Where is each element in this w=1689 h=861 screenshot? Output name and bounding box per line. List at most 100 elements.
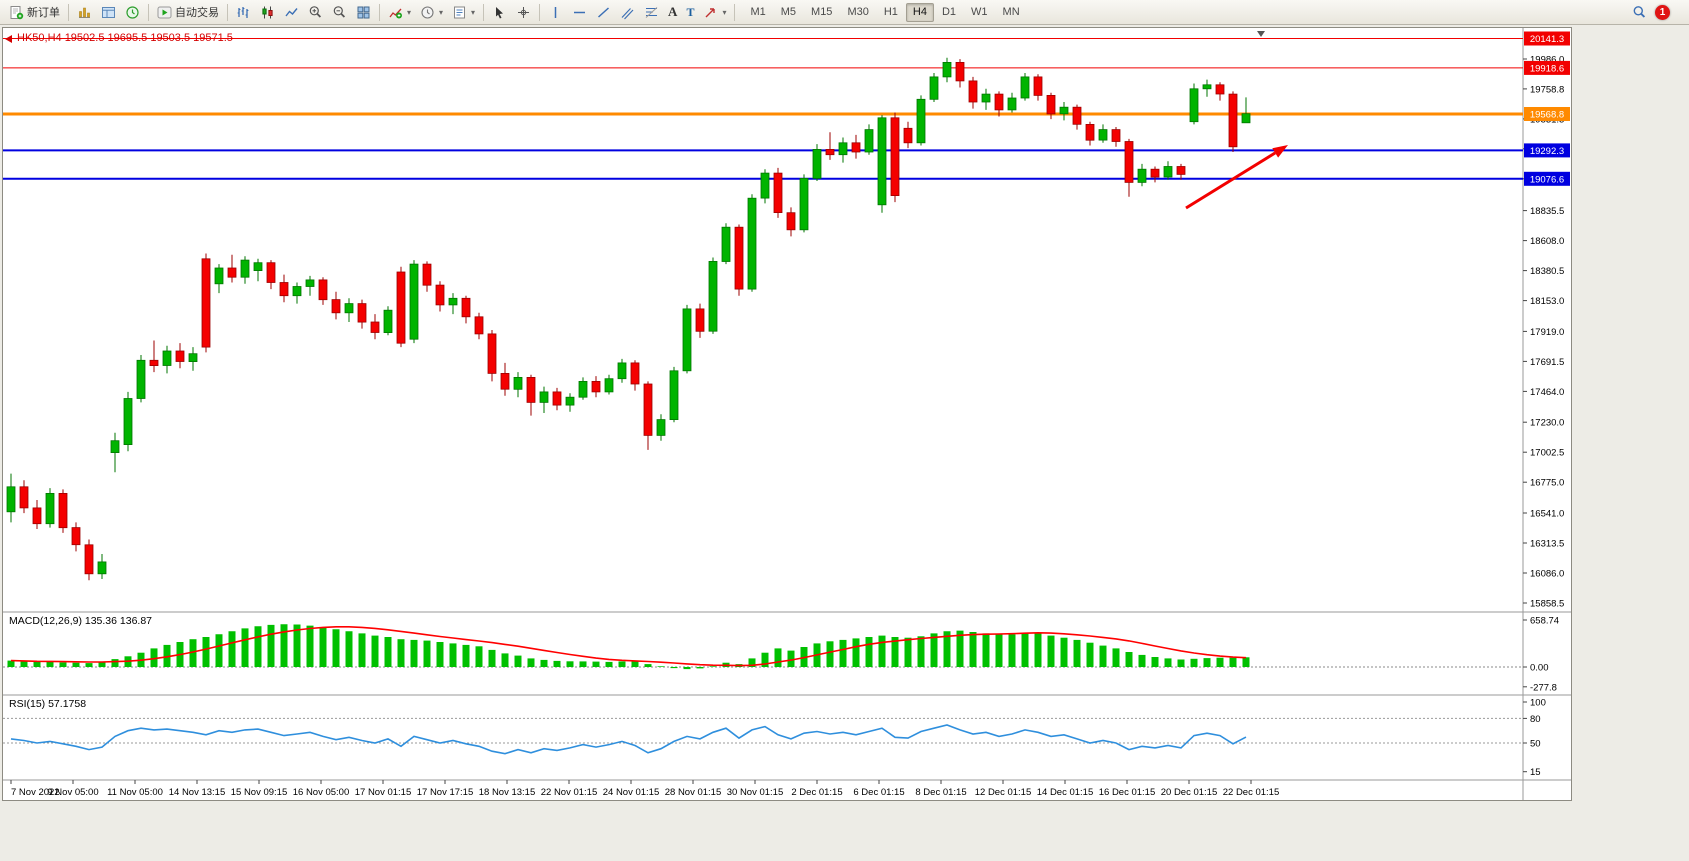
crosshair-button[interactable]: [512, 2, 535, 23]
timeframe-mn[interactable]: MN: [1002, 6, 1020, 18]
toolbar-separator: [539, 3, 541, 21]
clock-icon: [126, 5, 139, 19]
zoom-in-icon: [309, 5, 322, 18]
auto-trading-button[interactable]: 自动交易: [153, 2, 223, 23]
channel-button[interactable]: [616, 2, 639, 23]
svg-text:18608.0: 18608.0: [1530, 236, 1564, 247]
new-order-icon: [10, 5, 24, 19]
svg-text:22 Nov 01:15: 22 Nov 01:15: [541, 787, 598, 798]
svg-text:18380.5: 18380.5: [1530, 266, 1564, 277]
indicators-icon: [389, 8, 402, 18]
timeframe-m1[interactable]: M1: [750, 6, 766, 18]
svg-text:17464.0: 17464.0: [1530, 387, 1564, 398]
vertical-line-icon: [554, 6, 557, 18]
arrows-tool-button[interactable]: [699, 2, 730, 23]
svg-text:18 Nov 13:15: 18 Nov 13:15: [479, 787, 536, 798]
rsi-indicator-label: RSI(15) 57.1758: [9, 698, 87, 710]
zoom-in-button[interactable]: [304, 2, 327, 23]
fibonacci-button[interactable]: [640, 2, 663, 23]
svg-text:22 Dec 01:15: 22 Dec 01:15: [1223, 787, 1280, 798]
svg-text:12 Dec 01:15: 12 Dec 01:15: [975, 787, 1032, 798]
svg-text:8 Dec 01:15: 8 Dec 01:15: [915, 787, 966, 798]
svg-text:18835.5: 18835.5: [1530, 206, 1564, 217]
tile-windows-button[interactable]: [352, 2, 375, 23]
timeframe-m5[interactable]: M5: [780, 6, 797, 18]
svg-text:17 Nov 01:15: 17 Nov 01:15: [355, 787, 412, 798]
charts-button[interactable]: [73, 2, 96, 23]
templates-button[interactable]: [448, 2, 479, 23]
candlestick-chart[interactable]: 19986.019758.819531.519304.319077.018835…: [3, 28, 1571, 800]
svg-text:7 Nov 2022: 7 Nov 2022: [11, 787, 60, 798]
arrow-shape-icon: [705, 7, 716, 17]
timeframe-h1[interactable]: H1: [883, 6, 898, 18]
toolbar-separator: [483, 3, 485, 21]
ohlc-bars-icon: [237, 6, 249, 18]
svg-text:14 Nov 13:15: 14 Nov 13:15: [169, 787, 226, 798]
svg-text:16775.0: 16775.0: [1530, 478, 1564, 489]
toolbar-separator: [379, 3, 380, 21]
timeframe-m15[interactable]: M15: [811, 6, 833, 18]
bar-chart-button[interactable]: [232, 2, 255, 23]
svg-text:28 Nov 01:15: 28 Nov 01:15: [665, 787, 722, 798]
macd-indicator-label: MACD(12,26,9) 135.36 136.87: [9, 615, 153, 627]
svg-text:2 Dec 01:15: 2 Dec 01:15: [791, 787, 842, 798]
timeframe-w1[interactable]: W1: [971, 6, 988, 18]
timeframe-m30[interactable]: M30: [847, 6, 869, 18]
indicators-button[interactable]: [384, 2, 415, 23]
equidistant-channel-icon: [621, 7, 634, 19]
candlestick-chart-button[interactable]: [256, 2, 279, 23]
svg-text:16541.0: 16541.0: [1530, 509, 1564, 520]
notification-badge[interactable]: 1: [1655, 4, 1670, 20]
search-icon[interactable]: [1632, 5, 1647, 20]
alerts-button[interactable]: [121, 2, 144, 23]
timeframe-d1[interactable]: D1: [941, 6, 957, 18]
svg-text:16313.5: 16313.5: [1530, 539, 1564, 550]
line-chart-icon: [285, 7, 298, 16]
text-tool-button[interactable]: [664, 2, 681, 23]
svg-text:20141.3: 20141.3: [1530, 34, 1564, 45]
svg-text:17691.5: 17691.5: [1530, 357, 1564, 368]
trendline-button[interactable]: [592, 2, 615, 23]
svg-text:17002.5: 17002.5: [1530, 448, 1564, 459]
svg-text:24 Nov 01:15: 24 Nov 01:15: [603, 787, 660, 798]
svg-text:100: 100: [1530, 698, 1546, 709]
profiles-button[interactable]: [97, 2, 120, 23]
svg-text:15 Nov 09:15: 15 Nov 09:15: [231, 787, 288, 798]
chart-window[interactable]: 19986.019758.819531.519304.319077.018835…: [2, 27, 1572, 801]
tile-windows-icon: [357, 6, 370, 18]
cursor-button[interactable]: [488, 2, 511, 23]
price-chart-svg[interactable]: 19986.019758.819531.519304.319077.018835…: [3, 28, 1571, 800]
svg-text:9 Nov 05:00: 9 Nov 05:00: [47, 787, 98, 798]
svg-text:6 Dec 01:15: 6 Dec 01:15: [853, 787, 904, 798]
toolbar-separator: [148, 3, 149, 21]
crosshair-icon: [518, 6, 530, 18]
label-tool-button[interactable]: [682, 2, 698, 23]
main-toolbar: 新订单 自动交易: [0, 0, 1689, 25]
svg-text:17230.0: 17230.0: [1530, 418, 1564, 429]
zoom-out-button[interactable]: [328, 2, 351, 23]
horizontal-line-button[interactable]: [568, 2, 591, 23]
timeframe-buttons: M1 M5 M15 M30 H1 H4 D1 W1 MN: [743, 2, 1026, 22]
line-chart-button[interactable]: [280, 2, 303, 23]
periods-button[interactable]: [416, 2, 447, 23]
svg-text:80: 80: [1530, 714, 1541, 725]
horizontal-line-icon: [574, 11, 586, 13]
svg-text:19292.3: 19292.3: [1530, 146, 1564, 157]
toolbar-separator: [68, 3, 69, 21]
svg-text:16 Nov 05:00: 16 Nov 05:00: [293, 787, 350, 798]
new-order-button[interactable]: 新订单: [5, 2, 64, 23]
fibonacci-icon: [645, 6, 658, 18]
cursor-icon: [496, 6, 504, 18]
toolbar-separator: [734, 3, 736, 21]
vertical-line-button[interactable]: [544, 2, 567, 23]
svg-text:16 Dec 01:15: 16 Dec 01:15: [1099, 787, 1156, 798]
auto-trading-label: 自动交易: [175, 7, 219, 19]
text-tool-icon: [668, 4, 677, 20]
svg-text:19918.6: 19918.6: [1530, 63, 1564, 74]
chart-window-icon: [79, 7, 90, 18]
svg-text:20 Dec 01:15: 20 Dec 01:15: [1161, 787, 1218, 798]
timeframe-h4[interactable]: H4: [905, 2, 934, 22]
trendline-icon: [598, 6, 610, 18]
svg-text:-277.8: -277.8: [1530, 682, 1557, 693]
profiles-icon: [102, 6, 115, 18]
